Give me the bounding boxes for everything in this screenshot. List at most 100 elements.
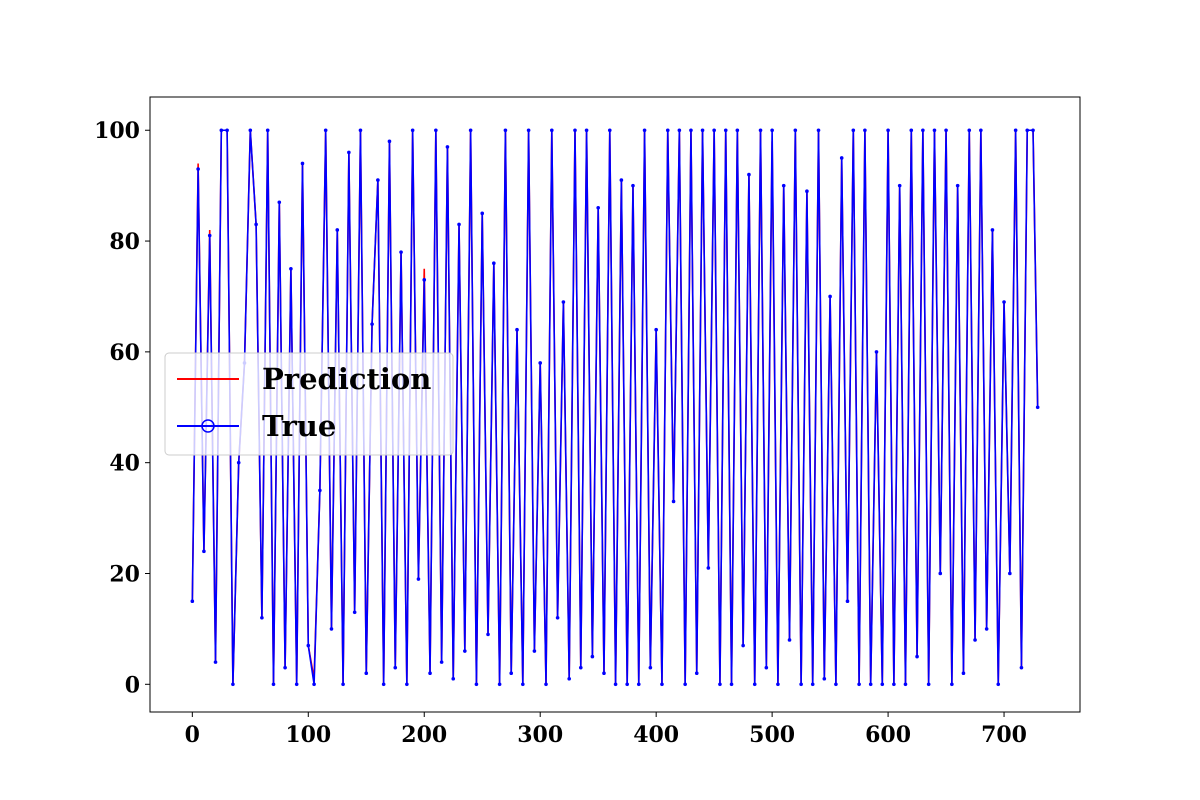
point [654, 327, 658, 332]
point [283, 665, 287, 670]
point [219, 128, 224, 133]
point [625, 682, 629, 687]
legend-label: Prediction [262, 362, 431, 396]
point [1035, 405, 1040, 410]
point [880, 682, 885, 687]
point [955, 183, 960, 188]
y-tick-label: 100 [94, 118, 140, 144]
point [463, 649, 467, 653]
point [248, 128, 253, 133]
point [950, 682, 954, 687]
point [839, 156, 844, 160]
point [323, 128, 328, 133]
point [874, 350, 879, 354]
point [526, 128, 531, 133]
point [828, 294, 832, 299]
point [347, 150, 351, 155]
point [671, 499, 676, 504]
point [747, 172, 751, 177]
point [787, 638, 792, 642]
point [926, 682, 931, 687]
point [903, 682, 908, 687]
point [370, 322, 374, 326]
point [231, 682, 235, 687]
point [967, 128, 972, 133]
point [1013, 128, 1018, 133]
point [781, 183, 786, 188]
point [973, 638, 977, 642]
point [521, 682, 525, 687]
point [225, 128, 229, 133]
point [712, 128, 716, 133]
point [393, 665, 398, 670]
point [544, 682, 548, 687]
point [445, 145, 450, 149]
point [648, 665, 653, 670]
point [196, 167, 200, 171]
point [816, 128, 821, 133]
x-tick-label: 600 [865, 722, 911, 748]
point [689, 128, 693, 133]
point [567, 676, 571, 681]
x-tick-label: 500 [749, 722, 795, 748]
x-tick-label: 0 [185, 722, 200, 748]
point [271, 682, 276, 687]
point [851, 128, 856, 133]
point [451, 676, 456, 681]
point [944, 128, 948, 133]
point [700, 128, 705, 133]
point [294, 682, 299, 687]
point [642, 128, 647, 133]
point [607, 128, 612, 133]
y-tick-label: 80 [109, 229, 140, 255]
point [863, 128, 867, 133]
point [984, 627, 989, 631]
point [723, 128, 728, 133]
point [892, 682, 896, 687]
point [1019, 665, 1024, 670]
point [665, 128, 670, 133]
point [602, 671, 606, 676]
x-tick-label: 100 [285, 722, 331, 748]
point [683, 682, 687, 687]
point [318, 488, 322, 493]
point [834, 682, 838, 687]
point [776, 682, 780, 687]
point [474, 682, 479, 687]
y-tick-label: 60 [109, 340, 140, 366]
point [758, 128, 763, 133]
point [1002, 300, 1006, 304]
point [938, 571, 943, 576]
point [793, 128, 798, 133]
legend-label: True [262, 409, 336, 443]
x-tick-label: 200 [401, 722, 447, 748]
point [857, 682, 861, 687]
point [590, 654, 595, 659]
point [254, 222, 258, 227]
point [706, 566, 711, 570]
x-tick-label: 400 [633, 722, 679, 748]
point [468, 128, 473, 133]
point [799, 682, 803, 687]
point [428, 671, 432, 676]
point [996, 682, 1001, 687]
point [752, 682, 757, 687]
point [677, 128, 682, 133]
point [364, 671, 369, 676]
point [358, 128, 363, 133]
point [741, 643, 745, 648]
point [729, 682, 734, 687]
point [660, 682, 664, 687]
point [596, 206, 600, 210]
point [1025, 128, 1030, 133]
plot-frame [149, 96, 1081, 713]
point [341, 682, 345, 687]
point [260, 616, 264, 620]
point [555, 616, 560, 620]
point [561, 300, 566, 304]
point [613, 682, 618, 687]
legend-marker [201, 419, 215, 433]
point [399, 250, 403, 254]
y-tick-label: 0 [125, 672, 140, 698]
